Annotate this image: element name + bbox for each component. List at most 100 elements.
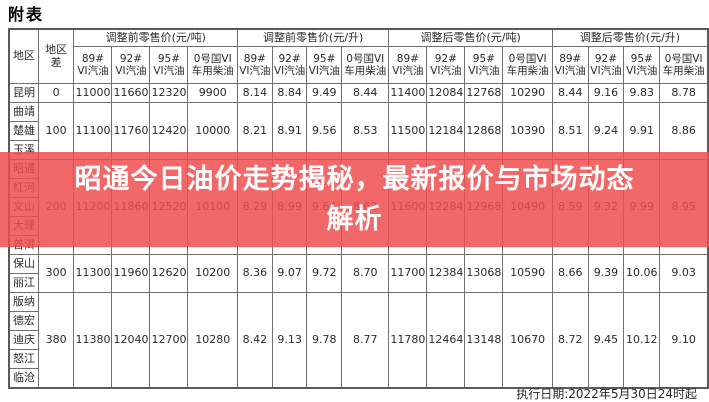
price-cell: 12184: [426, 102, 466, 160]
price-cell: 11100: [73, 102, 113, 160]
price-cell: 12040: [111, 292, 151, 389]
region-cell: 昆明: [8, 83, 39, 103]
price-cell: 10290: [502, 83, 553, 103]
price-cell: 9.24: [587, 102, 625, 160]
price-cell: 11660: [111, 83, 151, 103]
region-diff-cell: 300: [37, 254, 75, 293]
price-cell: 13068: [464, 254, 504, 293]
price-cell: 8.78: [659, 83, 709, 103]
price-cell: 11760: [111, 102, 151, 160]
header-fuel-column: 89# VI汽油: [237, 46, 273, 84]
price-cell: 11700: [388, 254, 428, 293]
price-cell: 9.45: [587, 292, 625, 389]
table-row: 保山 300 11300 11960 12620 10200 8.36 9.07 9.72 8.7…: [8, 254, 709, 293]
header-fuel-column: 0号国VI车用柴油: [187, 46, 238, 84]
table-row: 临沧: [8, 368, 708, 389]
region-cell: 怒江: [8, 349, 39, 369]
header-fuel-column: 0号国VI车用柴油: [341, 46, 390, 84]
price-cell: 12464: [426, 292, 466, 389]
price-cell: 9.07: [271, 254, 308, 293]
header-fuel-column: 92# VI汽油: [271, 46, 308, 84]
header-fuel-column: 89# VI汽油: [551, 46, 589, 84]
header-fuel-column: 89# VI汽油: [388, 46, 428, 84]
table-header: 地区 地区差 调整前零售价(元/吨) 调整前零售价(元/升) 调整后零售价(元/吨) 调整…: [8, 28, 709, 84]
header-fuel-column: 92# VI汽油: [426, 46, 466, 84]
price-cell: 12620: [149, 254, 189, 293]
header-fuel-column: 95# VI汽油: [306, 46, 343, 84]
price-cell: 10.06: [623, 254, 661, 293]
table-title: 附表: [8, 5, 45, 24]
price-cell: 9.49: [306, 83, 343, 103]
price-cell: 12768: [464, 83, 504, 103]
price-cell: 10000: [187, 102, 238, 160]
price-cell: 8.66: [551, 254, 589, 293]
table-row: 怒江: [8, 349, 708, 369]
execution-date: 执行日期:2022年5月30日24时起: [516, 387, 697, 401]
price-cell: 8.44: [341, 83, 390, 103]
table-row: 迪庆: [8, 330, 708, 350]
price-cell: 12420: [149, 102, 189, 160]
price-cell: 11960: [111, 254, 151, 293]
header-fuel-column: 95# VI汽油: [464, 46, 504, 84]
header-price-group: 调整前零售价(元/升): [236, 28, 390, 47]
price-cell: 11500: [388, 102, 428, 160]
price-cell: 9.56: [306, 102, 343, 160]
price-cell: 9.91: [623, 102, 661, 160]
price-cell: 12084: [426, 83, 466, 103]
region-diff-cell: 0: [37, 83, 75, 103]
header-price-group: 调整后零售价(元/升): [551, 28, 709, 47]
price-cell: 8.84: [271, 83, 308, 103]
price-cell: 9.83: [623, 83, 661, 103]
price-cell: 11380: [73, 292, 113, 389]
price-cell: 10.12: [623, 292, 661, 389]
price-cell: 10590: [502, 254, 553, 293]
promo-banner: 昭通今日油价走势揭秘，最新报价与市场动态 解析: [0, 152, 709, 247]
region-cell: 保山: [8, 254, 39, 274]
region-cell: 德宏: [8, 311, 39, 331]
price-cell: 8.36: [237, 254, 273, 293]
price-cell: 10670: [502, 292, 553, 389]
banner-headline-line2: 解析: [326, 203, 383, 235]
table-row: 曲靖 100 11100 11760 12420 10000 8.21 8.91 9.56 8.5…: [8, 102, 709, 160]
price-cell: 8.86: [659, 102, 709, 160]
header-fuel-column: 92# VI汽油: [111, 46, 151, 84]
table-row: 昆明 0 11000 11660 12320 9900 8.14 8.84 9.49 8.44 11…: [8, 83, 709, 103]
price-cell: 8.77: [341, 292, 390, 389]
price-cell: 12384: [426, 254, 466, 293]
price-cell: 12868: [464, 102, 504, 160]
price-cell: 8.44: [551, 83, 589, 103]
price-cell: 10200: [187, 254, 238, 293]
header-fuel-column: 95# VI汽油: [149, 46, 189, 84]
price-cell: 8.21: [237, 102, 273, 160]
price-cell: 8.42: [237, 292, 273, 389]
price-cell: 12700: [149, 292, 189, 389]
price-cell: 9.13: [271, 292, 308, 389]
header-price-group: 调整后零售价(元/吨): [388, 28, 553, 47]
header-fuel-column: 89# VI汽油: [73, 46, 113, 84]
price-cell: 9.72: [306, 254, 343, 293]
price-cell: 8.72: [551, 292, 589, 389]
price-cell: 9.78: [306, 292, 343, 389]
region-cell: 版纳: [8, 292, 39, 312]
price-cell: 12320: [149, 83, 189, 103]
price-cell: 8.91: [271, 102, 308, 160]
price-cell: 8.53: [341, 102, 390, 160]
header-fuel-column: 95# VI汽油: [623, 46, 661, 84]
region-cell: 楚雄: [8, 121, 39, 141]
price-cell: 10390: [502, 102, 553, 160]
price-cell: 9.16: [587, 83, 625, 103]
region-diff-cell: 100: [37, 102, 75, 160]
header-region: 地区: [8, 28, 39, 84]
price-cell: 9.10: [659, 292, 709, 389]
price-cell: 13148: [464, 292, 504, 389]
price-cell: 11000: [73, 83, 113, 103]
region-cell: 迪庆: [8, 330, 39, 350]
region-cell: 曲靖: [8, 102, 39, 122]
price-cell: 11780: [388, 292, 428, 389]
price-cell: 8.14: [237, 83, 273, 103]
price-cell: 9.39: [587, 254, 625, 293]
price-cell: 11400: [388, 83, 428, 103]
price-cell: 11300: [73, 254, 113, 293]
price-cell: 8.70: [341, 254, 390, 293]
